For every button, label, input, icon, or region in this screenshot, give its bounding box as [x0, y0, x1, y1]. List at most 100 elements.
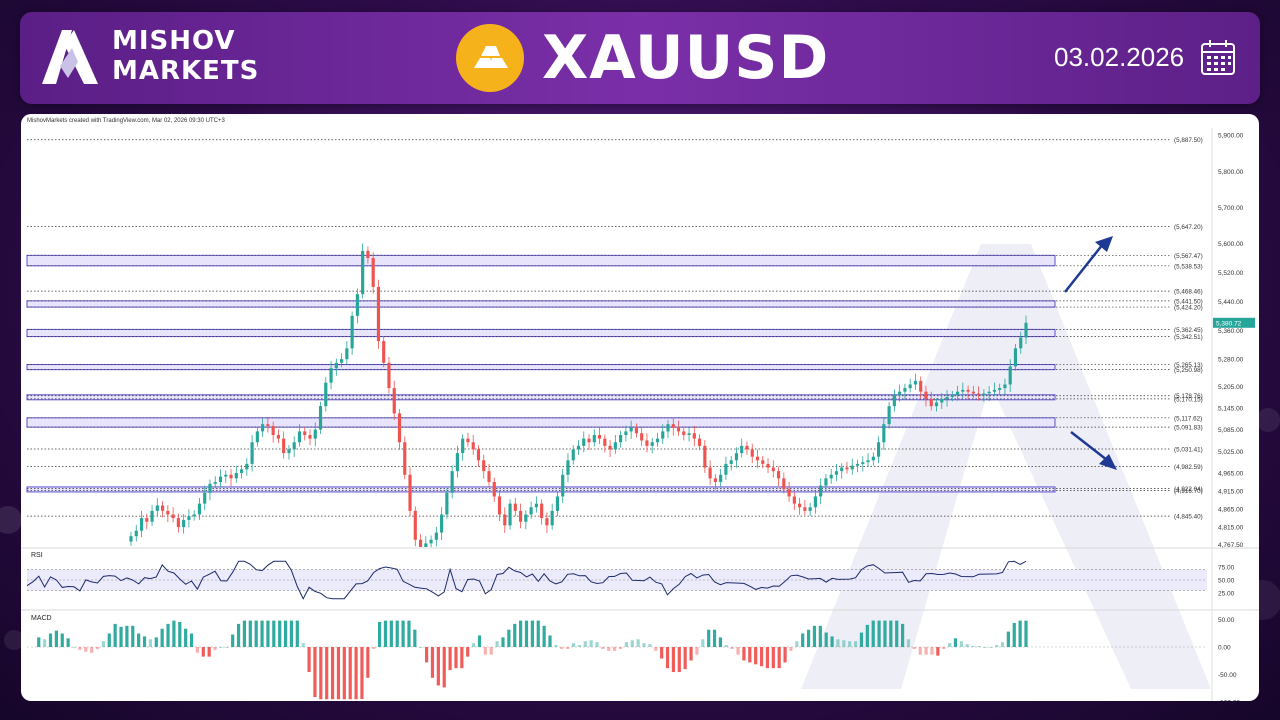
macd-bar — [871, 620, 875, 647]
candle — [261, 424, 265, 432]
candle — [529, 507, 533, 515]
macd-bar — [213, 647, 217, 650]
candle — [139, 518, 144, 531]
arrow-down-head — [1099, 454, 1117, 470]
candle — [476, 449, 481, 461]
candle — [303, 431, 307, 436]
level-label: (4,922.04) — [1174, 486, 1203, 493]
candle — [550, 510, 554, 526]
macd-bar — [248, 620, 252, 647]
level-label: (5,567.47) — [1174, 253, 1203, 260]
candle — [413, 510, 417, 540]
candle — [787, 489, 791, 497]
macd-bar — [912, 647, 916, 649]
macd-bar — [430, 647, 435, 678]
macd-bar — [677, 647, 681, 673]
macd-bar — [1000, 642, 1005, 647]
macd-bar — [225, 647, 229, 648]
macd-bar — [495, 641, 499, 647]
candle — [318, 406, 323, 430]
brand-name: MISHOV MARKETS — [112, 26, 259, 86]
macd-bar — [736, 647, 740, 655]
macd-bar — [836, 639, 840, 647]
candle — [324, 382, 328, 407]
macd-bar — [43, 639, 47, 647]
candle — [798, 503, 802, 508]
candle — [561, 474, 565, 497]
macd-bar — [701, 639, 705, 647]
macd-bar — [695, 647, 699, 655]
candle — [692, 433, 696, 439]
macd-bar — [101, 641, 105, 647]
candle — [271, 425, 275, 436]
macd-bar — [742, 647, 746, 661]
candle — [908, 384, 912, 389]
gold-bars-icon — [456, 24, 524, 92]
price-tick-label: 5,520.00 — [1218, 270, 1244, 277]
candle — [776, 471, 781, 479]
candle — [255, 431, 259, 443]
candle — [345, 348, 349, 360]
macd-bar — [730, 647, 734, 649]
macd-bar — [348, 647, 352, 700]
candle — [129, 536, 133, 542]
macd-bar — [137, 633, 141, 647]
price-tick-label: 5,025.00 — [1218, 449, 1244, 456]
candle — [387, 362, 391, 389]
macd-bar — [883, 620, 887, 647]
macd-bar — [889, 620, 893, 647]
level-label: (5,178.76) — [1174, 393, 1203, 400]
candle — [877, 442, 881, 457]
candle — [940, 398, 944, 403]
macd-bar — [254, 620, 258, 647]
macd-bar — [542, 625, 546, 647]
candle — [382, 341, 386, 363]
candle — [887, 406, 891, 425]
candle — [434, 532, 438, 540]
macd-bar — [90, 647, 94, 653]
macd-bar — [801, 633, 805, 647]
macd-bar — [84, 647, 88, 652]
level-label: (5,091.83) — [1174, 425, 1203, 432]
macd-bar — [977, 646, 981, 647]
macd-bar — [718, 637, 723, 647]
macd-bar — [231, 634, 235, 647]
macd-bar — [948, 643, 952, 647]
macd-bar — [560, 647, 564, 649]
sr-zone — [26, 254, 1056, 267]
candle — [366, 250, 370, 259]
price-tick-label: 5,145.00 — [1218, 405, 1244, 412]
macd-bar — [1006, 631, 1010, 647]
level-label: (5,117.62) — [1174, 415, 1202, 422]
candle — [592, 435, 596, 443]
macd-bar — [877, 620, 881, 647]
candle — [992, 389, 996, 392]
macd-bar — [272, 620, 276, 647]
level-label: (5,170.15) — [1174, 396, 1203, 403]
candle — [761, 460, 765, 464]
macd-bar — [707, 629, 711, 647]
candle — [745, 445, 749, 450]
candle — [161, 505, 165, 511]
macd-bar — [918, 647, 922, 655]
price-tick-label: 5,600.00 — [1218, 241, 1244, 248]
macd-bar — [407, 620, 411, 647]
candle — [150, 510, 154, 522]
macd-bar — [419, 647, 423, 648]
macd-bar — [319, 647, 323, 700]
brand-line-2: MARKETS — [112, 56, 260, 86]
candle — [687, 433, 691, 436]
macd-bar — [189, 633, 194, 647]
price-chart[interactable]: (5,887.50) (5,647.20) (5,567.47) (5,538.53)… — [21, 114, 1259, 701]
candle — [534, 503, 538, 508]
macd-bar — [66, 638, 70, 647]
macd-bar — [895, 620, 899, 647]
sr-zone — [26, 300, 1056, 308]
candle — [613, 442, 617, 450]
last-price-badge — [1213, 317, 1255, 328]
candle — [287, 449, 291, 454]
macd-bar — [983, 647, 987, 648]
candle — [982, 393, 986, 396]
candle — [213, 481, 217, 484]
macd-bar — [131, 625, 135, 647]
